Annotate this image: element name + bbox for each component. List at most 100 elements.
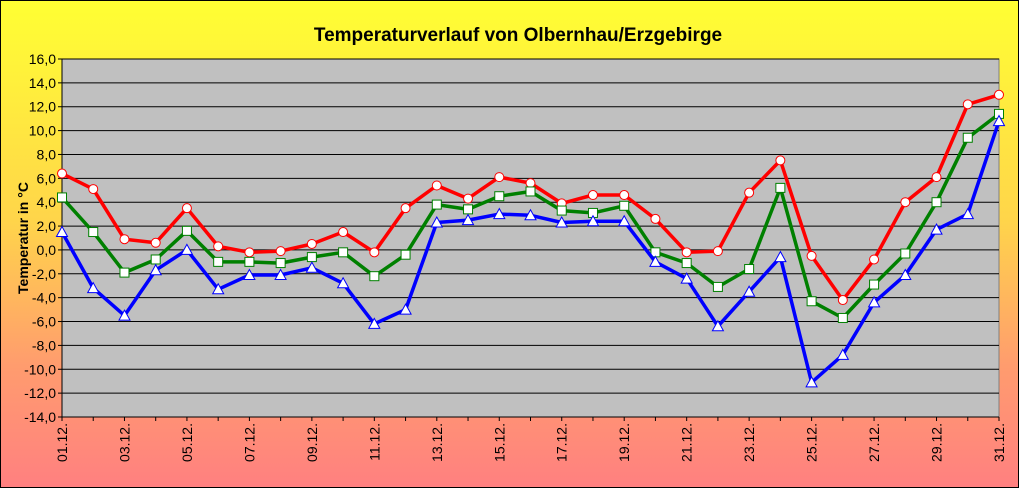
data-point [525,186,536,197]
data-point [650,213,661,224]
y-tick-label: 10,0 [29,123,56,139]
data-point [525,178,536,189]
data-point [994,89,1004,100]
data-point [992,114,1006,127]
x-tick-label: 03.12. [116,423,132,462]
plot-area [61,58,1000,418]
data-point [430,215,444,228]
x-axis-ticks: 01.12. 03.12. 05.12. 07.12. 09.12. 11.12. 13.1… [54,417,1007,462]
data-point [494,191,505,202]
x-tick-label: 31.12. [991,423,1007,462]
data-point [57,192,67,203]
data-point [180,243,194,255]
data-point [431,180,442,191]
data-point [274,268,287,280]
x-tick-label: 19.12. [616,423,632,462]
data-point [338,247,349,258]
data-point [649,255,662,267]
data-point [119,267,130,278]
data-point [463,193,474,204]
data-point [900,197,911,208]
grid-lines [62,58,999,418]
x-tick-label: 05.12. [179,423,195,462]
data-point [775,182,786,193]
y-tick-label: 2,0 [37,218,57,234]
y-axis-label: Temperatur in °C [15,182,31,294]
y-tick-label: 6,0 [37,170,57,186]
data-point [55,225,69,237]
data-point [961,207,975,220]
data-point [150,254,161,265]
data-point [244,256,255,267]
data-point [150,237,161,248]
data-point [962,99,973,110]
data-point [775,155,786,166]
data-point [617,214,631,227]
data-point [742,285,756,297]
series-3 [55,114,1006,388]
data-point [681,247,692,258]
data-point [931,172,942,183]
data-point [118,309,131,321]
data-point [399,303,412,315]
y-tick-label: 12,0 [29,99,56,115]
x-tick-label: 23.12. [741,423,757,462]
data-point [181,225,192,236]
data-point [369,271,380,282]
data-point [619,190,630,201]
data-point [931,197,942,208]
data-point [149,263,163,276]
data-point [586,214,600,227]
data-point [681,258,692,269]
x-tick-label: 15.12. [491,423,507,462]
data-point [744,264,755,275]
data-point [805,375,818,388]
data-point [306,238,317,249]
data-point [492,207,506,220]
data-point [555,215,569,228]
data-point [619,200,630,211]
data-point [524,208,537,221]
data-point [680,272,694,284]
data-point [400,249,411,260]
y-tick-label: 4,0 [37,194,57,210]
x-tick-label: 09.12. [304,423,320,462]
x-tick-label: 29.12. [929,423,945,462]
data-point [306,252,317,263]
data-point [305,261,319,273]
data-point [556,205,567,216]
data-point [275,258,286,269]
data-point [962,132,973,143]
y-tick-label: 16,0 [29,51,56,67]
data-point [213,256,224,267]
data-point [836,348,850,360]
data-point [494,172,505,183]
data-point [213,241,224,252]
data-point [244,247,255,258]
data-point [86,281,100,294]
y-tick-label: -2,0 [32,266,56,282]
y-tick-label: -6,0 [32,314,56,330]
data-point [463,204,474,215]
data-point [930,223,943,235]
data-point [869,279,880,290]
data-point [712,281,723,292]
data-point [806,296,817,307]
y-tick-label: 14,0 [29,75,56,91]
data-point [837,295,848,306]
data-point [869,254,880,265]
x-tick-label: 17.12. [554,423,570,462]
y-tick-label: -4,0 [32,290,56,306]
data-point [806,250,817,261]
data-point [211,282,225,295]
data-point [461,213,475,226]
data-point [587,190,598,201]
data-point [243,268,256,280]
x-tick-label: 27.12. [866,423,882,462]
data-point [774,250,787,263]
data-point [744,187,755,198]
data-point [712,246,723,257]
data-point [367,317,381,329]
data-point [431,199,442,210]
data-point [336,276,350,289]
